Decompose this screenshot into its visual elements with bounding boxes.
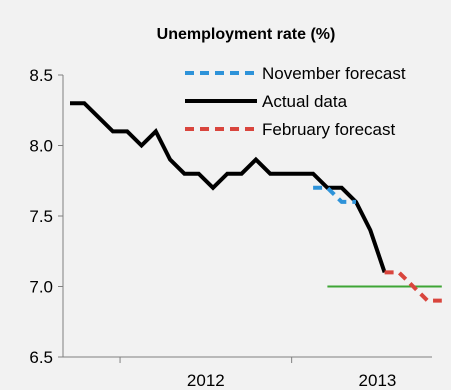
y-tick-label: 7.0 [29, 278, 53, 297]
legend-label: Actual data [262, 92, 348, 111]
chart-title: Unemployment rate (%) [157, 26, 336, 43]
series-line-february-forecast [384, 270, 442, 303]
y-tick-label: 8.5 [29, 66, 53, 85]
y-tick-label: 7.5 [29, 207, 53, 226]
series-layer [70, 101, 442, 303]
legend-label: November forecast [262, 64, 406, 83]
y-tick-label: 6.5 [29, 348, 53, 367]
legend: November forecast Actual data February for… [185, 64, 406, 139]
x-tick-label: 2012 [187, 371, 225, 390]
legend-label: February forecast [262, 120, 395, 139]
x-tick-label: 2013 [359, 371, 397, 390]
series-line-actual-data [70, 101, 387, 274]
y-tick-label: 8.0 [29, 137, 53, 156]
series-line-november-forecast [313, 185, 356, 204]
axes: 8.5 8.0 7.5 7.0 6.5 2012 2013 [29, 66, 432, 390]
